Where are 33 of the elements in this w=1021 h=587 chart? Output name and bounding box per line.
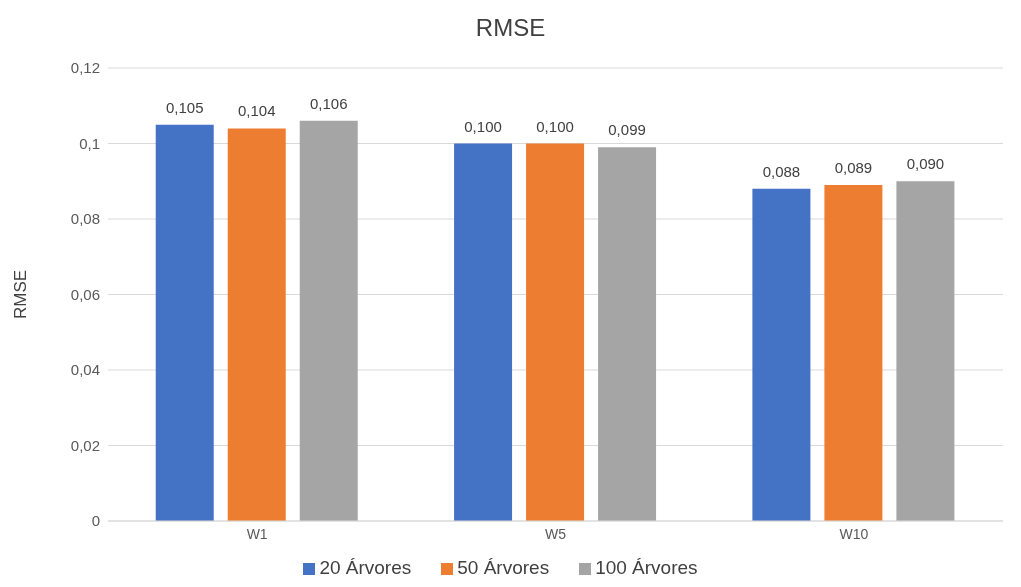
y-tick-label: 0 [91,512,100,530]
bar [526,143,585,521]
x-tick-label: W5 [545,525,567,542]
data-label: 0,090 [906,155,945,173]
legend-label: 20 Árvores [319,557,412,578]
data-label: 0,100 [464,117,502,135]
bar [752,188,811,521]
data-label: 0,088 [762,162,801,180]
data-label: 0,089 [834,159,873,177]
data-label: 0,105 [165,98,204,116]
bar [896,181,955,521]
chart-title: RMSE [474,13,547,43]
y-tick-label: 0,04 [70,361,100,379]
data-label: 0,100 [536,117,574,135]
data-label: 0,104 [237,102,276,120]
y-tick-label: 0,08 [70,210,100,228]
bar [454,143,513,521]
bar [299,120,358,521]
legend-label: 50 Árvores [457,557,550,578]
y-tick-label: 0,02 [70,436,100,454]
x-tick-label: W1 [246,525,268,542]
bar [598,147,657,521]
data-label: 0,099 [608,121,646,139]
y-tick-label: 0,1 [79,134,100,152]
x-tick-label: W10 [839,525,869,542]
bar [824,185,883,521]
y-tick-label: 0,06 [70,285,100,303]
legend-label: 100 Árvores [595,557,698,578]
y-tick-label: 0,12 [70,59,100,77]
bar [155,124,214,521]
y-axis-title: RMSE [11,269,31,320]
data-label: 0,106 [309,94,348,112]
bar [227,128,286,521]
